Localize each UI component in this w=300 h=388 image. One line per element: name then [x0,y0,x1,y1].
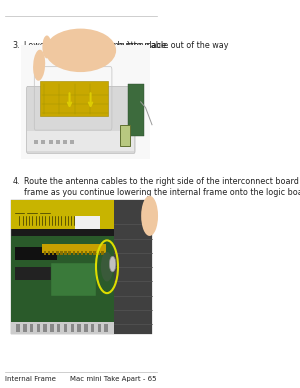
Text: 4.: 4. [13,177,20,186]
Bar [93,251,96,255]
Bar [41,140,45,144]
Bar [21,45,150,159]
Bar [52,251,55,255]
Bar [11,200,121,229]
Ellipse shape [141,196,158,236]
Bar [56,251,58,255]
Bar [104,324,108,332]
Bar [63,140,67,144]
Bar [128,84,144,136]
Bar [81,251,83,255]
Bar [49,140,52,144]
Bar [97,251,100,255]
Bar [44,251,46,255]
Bar [48,251,50,255]
Circle shape [110,256,116,272]
Bar [11,236,114,323]
Text: Mac mini Take Apart - 65: Mac mini Take Apart - 65 [70,376,157,383]
Bar [89,251,92,255]
Ellipse shape [68,35,77,58]
Bar [42,244,106,253]
Text: Note:: Note: [44,41,68,50]
FancyBboxPatch shape [28,131,134,151]
Text: Route the antenna cables to the right side of the interconnect board on the inte: Route the antenna cables to the right si… [24,177,300,197]
Ellipse shape [81,35,90,58]
Bar [70,324,74,332]
Bar [77,324,81,332]
Bar [15,247,57,260]
Bar [64,324,67,332]
Bar [77,251,79,255]
FancyBboxPatch shape [27,87,135,153]
Bar [84,324,88,332]
Bar [11,322,114,334]
Bar [64,251,67,255]
Bar [98,324,101,332]
Bar [23,324,26,332]
Bar [114,200,152,334]
Ellipse shape [42,35,51,58]
Bar [43,324,47,332]
Text: 3.: 3. [13,41,20,50]
Bar [40,81,108,116]
Bar [50,324,54,332]
Bar [30,324,33,332]
Bar [57,324,61,332]
Ellipse shape [33,50,45,81]
Bar [68,251,71,255]
Bar [73,251,75,255]
Bar [85,251,88,255]
Bar [120,125,130,146]
Text: Lower the internal frame into place.: Lower the internal frame into place. [24,41,171,50]
Bar [34,140,38,144]
Ellipse shape [45,29,116,72]
Bar [75,216,100,229]
Bar [51,263,96,296]
Text: Route the power button cable out of the way
of the internal frame.: Route the power button cable out of the … [46,41,229,60]
Bar [101,251,104,255]
Bar [91,324,94,332]
Circle shape [101,252,113,282]
Text: Internal Frame: Internal Frame [5,376,56,383]
Bar [16,324,20,332]
Bar [56,140,60,144]
Bar [60,251,63,255]
Bar [70,140,74,144]
Ellipse shape [55,35,64,58]
Bar [15,267,57,280]
Bar [37,324,40,332]
Bar [11,200,152,334]
